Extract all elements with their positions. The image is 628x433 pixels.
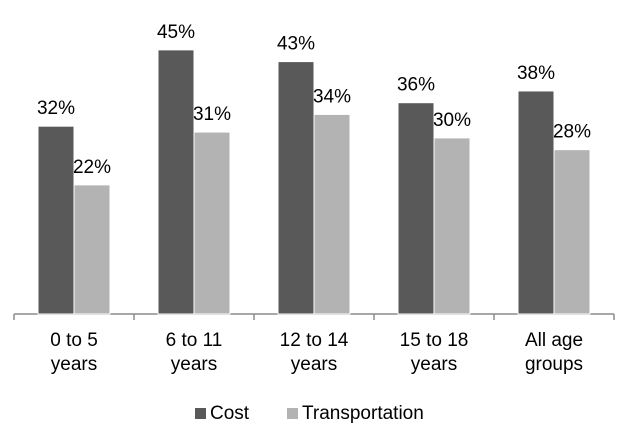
legend: Cost Transportation [195, 403, 424, 424]
data-label-cost-1: 45% [157, 22, 195, 43]
bar-cost-0 [37, 125, 75, 315]
legend-swatch-transportation [287, 408, 298, 419]
legend-label-transportation: Transportation [302, 403, 424, 424]
bar-transportation-4 [553, 149, 591, 315]
data-label-cost-0: 32% [37, 98, 75, 119]
data-label-transportation-4: 28% [553, 122, 591, 143]
legend-label-cost: Cost [210, 403, 250, 424]
bar-transportation-2 [313, 113, 351, 315]
bar-cost-2 [277, 61, 315, 315]
category-label-1-line-1: years [171, 354, 217, 375]
category-label-0-line-0: 0 to 5 [50, 330, 98, 351]
legend-swatch-cost [195, 408, 206, 419]
data-label-cost-3: 36% [397, 75, 435, 96]
data-label-cost-4: 38% [517, 63, 555, 84]
bar-cost-1 [157, 49, 195, 315]
data-label-cost-2: 43% [277, 34, 315, 55]
bar-transportation-0 [73, 184, 111, 315]
data-label-transportation-1: 31% [193, 104, 231, 125]
category-label-3-line-1: years [411, 354, 457, 375]
data-label-transportation-0: 22% [73, 157, 111, 178]
category-label-2-line-1: years [291, 354, 337, 375]
bar-cost-4 [517, 90, 555, 315]
data-label-transportation-3: 30% [433, 110, 471, 131]
bar-cost-3 [397, 102, 435, 315]
bar-transportation-3 [433, 137, 471, 315]
category-label-0-line-1: years [51, 354, 97, 375]
category-label-2-line-0: 12 to 14 [280, 330, 349, 351]
category-label-1-line-0: 6 to 11 [166, 330, 223, 351]
category-label-3-line-0: 15 to 18 [400, 330, 469, 351]
category-label-4-line-0: All age [525, 330, 583, 351]
data-label-transportation-2: 34% [313, 86, 351, 107]
bar-transportation-1 [193, 131, 231, 315]
category-label-4-line-1: groups [525, 354, 583, 375]
